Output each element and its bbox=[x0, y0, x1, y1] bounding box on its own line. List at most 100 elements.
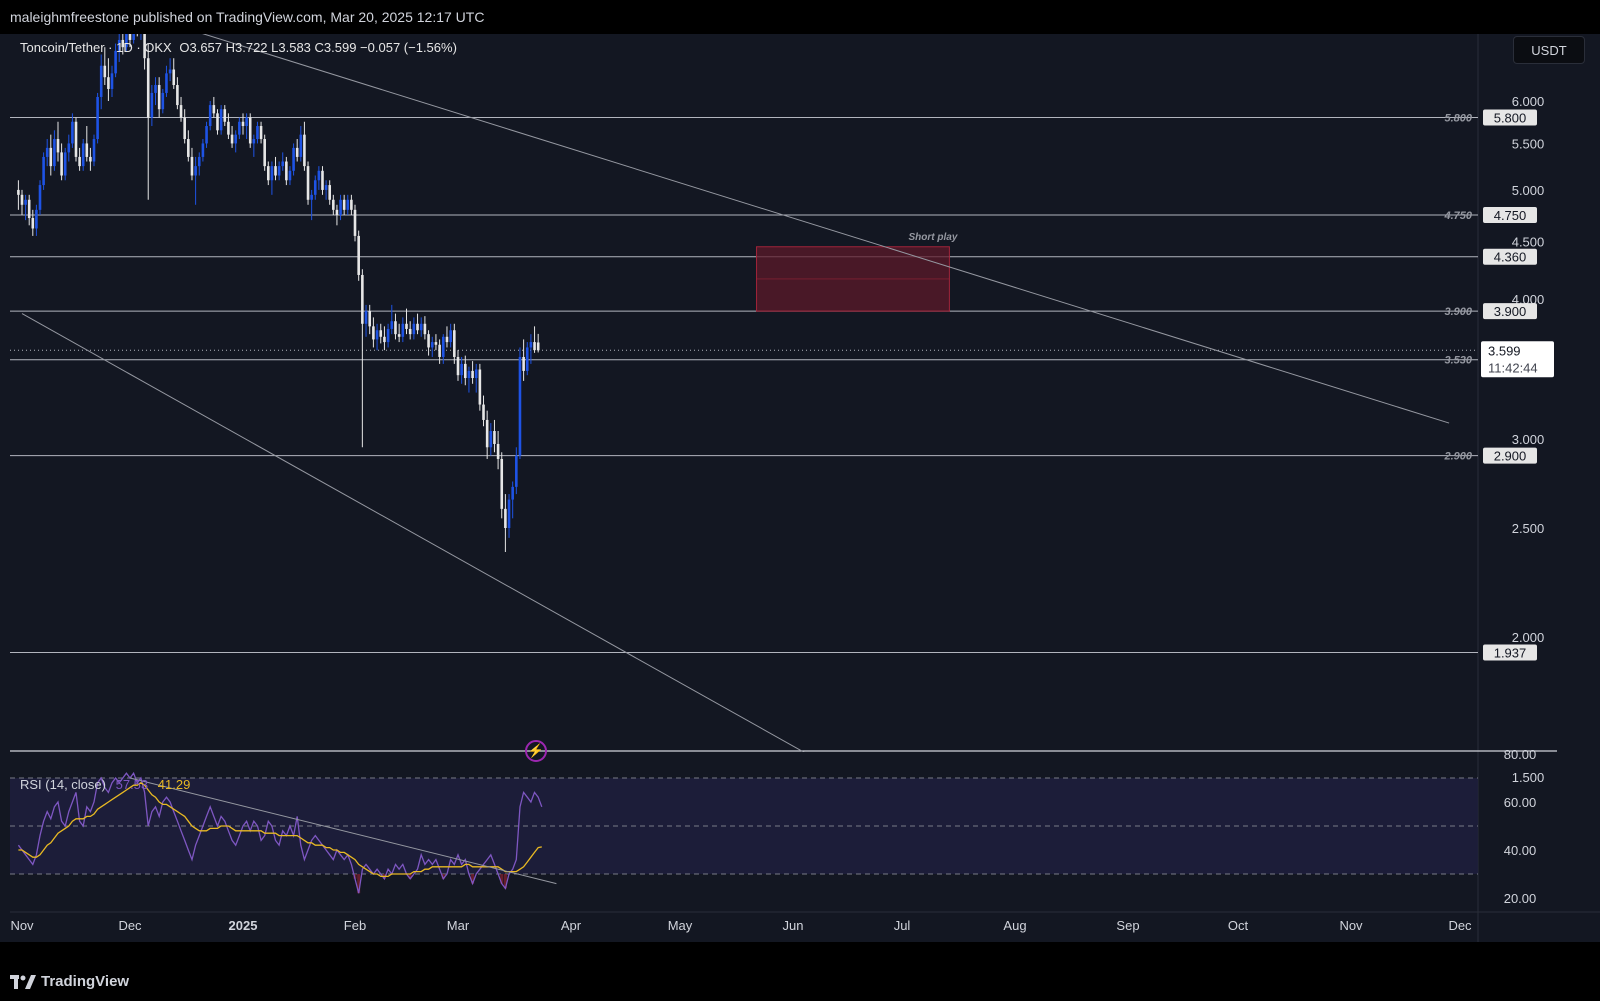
candle bbox=[394, 313, 397, 340]
candle bbox=[53, 130, 56, 171]
candle-body bbox=[353, 209, 357, 236]
candle-body bbox=[375, 330, 379, 340]
candle-body bbox=[339, 199, 342, 215]
candle bbox=[346, 194, 350, 215]
candle bbox=[515, 447, 518, 495]
rsi-ma-value: 41.29 bbox=[157, 777, 191, 792]
candle bbox=[205, 121, 208, 148]
candle bbox=[208, 101, 212, 131]
footer: TradingView bbox=[0, 960, 1600, 1001]
candle-body bbox=[453, 330, 456, 357]
candle bbox=[536, 333, 540, 353]
level-tag-bg-2.900 bbox=[1483, 447, 1537, 464]
rsi-trendline[interactable] bbox=[129, 777, 557, 885]
candle-body bbox=[45, 147, 49, 157]
candle-body bbox=[292, 147, 295, 171]
candle bbox=[259, 121, 263, 144]
current-price-value: 3.599 bbox=[1488, 343, 1521, 358]
candle bbox=[194, 156, 197, 205]
candle-body bbox=[17, 189, 20, 195]
candle bbox=[295, 139, 299, 162]
candle-body bbox=[252, 139, 256, 144]
short-zone-label: Short play bbox=[909, 232, 958, 243]
candle bbox=[85, 126, 89, 162]
candle-body bbox=[60, 152, 63, 176]
candle-body bbox=[328, 185, 332, 200]
candle-body bbox=[212, 105, 216, 114]
candle-body bbox=[324, 185, 328, 190]
candle-body bbox=[190, 156, 194, 176]
candle bbox=[478, 363, 482, 411]
candle-body bbox=[456, 356, 460, 376]
candle bbox=[471, 361, 474, 384]
candle-body bbox=[165, 73, 168, 93]
candle-body bbox=[441, 336, 445, 357]
footer-brand: TradingView bbox=[41, 973, 130, 990]
candle bbox=[401, 317, 405, 343]
candle bbox=[383, 326, 386, 351]
candle bbox=[172, 58, 176, 89]
time-tick-label: 2025 bbox=[229, 918, 258, 933]
candle bbox=[74, 117, 78, 162]
candle bbox=[405, 308, 408, 335]
lightning-icon[interactable]: ⚡ bbox=[525, 740, 547, 762]
candle-body bbox=[35, 209, 38, 229]
candle-body bbox=[379, 330, 383, 337]
level-tag-3.900: 3.900 bbox=[1494, 304, 1527, 319]
rsi-label[interactable]: RSI (14, close) bbox=[20, 777, 106, 792]
symbol-label[interactable]: Toncoin/Tether · 1D · OKX bbox=[20, 40, 172, 55]
candle-body bbox=[313, 180, 317, 195]
time-tick-label: Nov bbox=[10, 918, 34, 933]
candle-body bbox=[201, 143, 205, 157]
level-tag-bg-4.360 bbox=[1483, 248, 1537, 265]
candle bbox=[485, 410, 489, 459]
candle bbox=[212, 96, 216, 118]
candle-body bbox=[515, 455, 518, 487]
candle bbox=[165, 65, 168, 97]
candle bbox=[496, 431, 500, 470]
candle-body bbox=[103, 65, 107, 78]
price-tick-label: 4.000 bbox=[1512, 292, 1545, 307]
candle bbox=[78, 147, 81, 171]
time-tick-label: Nov bbox=[1339, 918, 1363, 933]
publish-header: maleighmfreestone published on TradingVi… bbox=[0, 0, 1600, 34]
candle bbox=[107, 58, 110, 101]
trendline-2[interactable] bbox=[21, 313, 953, 836]
level-tag-bg-1.937 bbox=[1483, 644, 1537, 661]
candle-body bbox=[405, 323, 408, 329]
candle bbox=[238, 117, 241, 140]
time-tick-label: Aug bbox=[1003, 918, 1026, 933]
candle bbox=[500, 452, 504, 519]
price-tick-label: 6.000 bbox=[1512, 94, 1545, 109]
candle-body bbox=[390, 321, 394, 329]
candle-body bbox=[372, 326, 375, 340]
candle-body bbox=[259, 126, 263, 140]
time-tick-label: Jun bbox=[783, 918, 804, 933]
candle-body bbox=[478, 369, 482, 405]
trendline-1[interactable] bbox=[134, 12, 1450, 424]
candle-body bbox=[67, 143, 71, 153]
rsi-tick-label: 40.00 bbox=[1504, 843, 1537, 858]
candle-body bbox=[427, 334, 430, 348]
candle bbox=[430, 336, 434, 357]
candle-body bbox=[179, 105, 183, 118]
candle-body bbox=[24, 199, 27, 205]
candle bbox=[474, 363, 478, 393]
currency-button[interactable]: USDT bbox=[1513, 36, 1585, 64]
candle-body bbox=[412, 323, 416, 335]
candle bbox=[60, 143, 63, 181]
candle bbox=[361, 269, 364, 448]
candle bbox=[412, 317, 416, 340]
candle bbox=[364, 304, 368, 337]
candle bbox=[201, 139, 205, 162]
rsi-tick-label: 60.00 bbox=[1504, 795, 1537, 810]
level-tag-2.900: 2.900 bbox=[1494, 449, 1527, 464]
candle bbox=[183, 109, 186, 144]
candle-body bbox=[245, 117, 248, 127]
candle bbox=[511, 481, 514, 519]
candle-body bbox=[536, 342, 540, 351]
rsi-tick-label: 80.00 bbox=[1504, 747, 1537, 762]
price-tick-label: 3.000 bbox=[1512, 432, 1545, 447]
tradingview-logo[interactable]: TradingView bbox=[10, 973, 129, 990]
